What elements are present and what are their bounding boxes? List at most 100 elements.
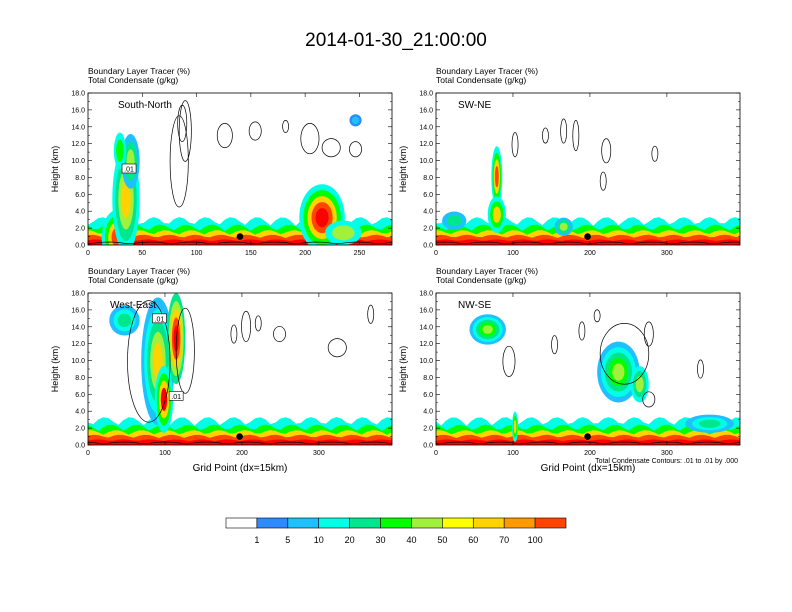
tracer-region xyxy=(116,139,124,162)
x-tick-label: 0 xyxy=(434,450,438,457)
condensate-contour xyxy=(230,324,238,344)
contour-label: .01 xyxy=(124,167,134,174)
colorbar-swatch xyxy=(256,517,289,529)
panel-label: NW-SE xyxy=(458,300,491,311)
colorbar-label: 10 xyxy=(314,535,324,545)
plot-field xyxy=(88,93,392,245)
y-tick-label: 8.0 xyxy=(423,175,433,182)
condensate-contour xyxy=(248,121,262,141)
condensate-contour xyxy=(502,345,516,377)
colorbar-label: 5 xyxy=(285,535,290,545)
y-tick-label: 6.0 xyxy=(423,392,433,399)
colorbar-swatch xyxy=(472,517,505,529)
condensate-contour xyxy=(327,338,347,358)
condensate-contour xyxy=(273,326,286,342)
condensate-contour xyxy=(511,132,519,158)
y-tick-label: 6.0 xyxy=(75,192,85,199)
contour-label-box xyxy=(168,391,184,401)
main-title: 2014-01-30_21:00:00 xyxy=(305,30,487,51)
condensate-contour xyxy=(321,138,341,158)
contour-label-box xyxy=(152,313,167,324)
condensate-contour xyxy=(127,300,171,423)
y-axis-label: Height (km) xyxy=(50,146,60,193)
x-axis-label: Grid Point (dx=15km) xyxy=(193,463,288,474)
tracer-region xyxy=(332,225,355,241)
colorbar-label: 1 xyxy=(254,535,259,545)
condensate-contour xyxy=(643,321,654,347)
x-tick-label: 300 xyxy=(661,450,673,457)
condensate-contour xyxy=(300,123,320,155)
x-tick-label: 50 xyxy=(138,250,146,257)
y-tick-label: 14.0 xyxy=(419,324,433,331)
y-tick-label: 18.0 xyxy=(419,91,433,98)
colorbar-swatch xyxy=(442,517,474,529)
x-tick-label: 100 xyxy=(507,450,519,457)
x-tick-label: 100 xyxy=(159,450,171,457)
condensate-contour xyxy=(169,115,189,208)
contour-footnote: Total Condensate Contours: .01 to .01 by… xyxy=(595,458,738,465)
x-tick-label: 0 xyxy=(86,450,90,457)
tracer-region xyxy=(513,420,517,434)
contour-label-box xyxy=(121,163,137,174)
colorbar-label: 20 xyxy=(345,535,355,545)
condensate-contour xyxy=(177,104,188,142)
y-tick-label: 2.0 xyxy=(423,426,433,433)
y-tick-label: 4.0 xyxy=(75,209,85,216)
condensate-contour xyxy=(542,127,549,144)
x-tick-label: 0 xyxy=(434,250,438,257)
condensate-contour xyxy=(560,118,568,144)
colorbar-swatch xyxy=(225,517,258,529)
tracer-region xyxy=(315,208,329,228)
y-tick-label: 8.0 xyxy=(75,175,85,182)
x-tick-label: 100 xyxy=(507,250,519,257)
colorbar-label: 100 xyxy=(528,535,543,545)
colorbar-swatch xyxy=(534,517,567,529)
y-axis-label: Height (km) xyxy=(398,146,408,193)
location-marker xyxy=(236,433,243,440)
location-marker xyxy=(584,233,591,240)
y-tick-label: 0.0 xyxy=(423,443,433,450)
condensate-contour xyxy=(178,100,192,162)
y-axis-label: Height (km) xyxy=(398,346,408,393)
tracer-region xyxy=(698,419,721,428)
y-tick-label: 18.0 xyxy=(71,91,85,98)
tracer-region xyxy=(482,325,493,334)
panel-title-line: Boundary Layer Tracer (%) xyxy=(436,66,538,76)
y-tick-label: 16.0 xyxy=(419,107,433,114)
y-tick-label: 0.0 xyxy=(423,243,433,250)
colorbar-swatch xyxy=(349,517,381,529)
y-tick-label: 16.0 xyxy=(419,307,433,314)
x-tick-label: 250 xyxy=(354,250,366,257)
y-tick-label: 0.0 xyxy=(75,243,85,250)
panel-title-line: Total Condensate (g/kg) xyxy=(436,75,526,85)
tracer-region xyxy=(492,206,501,223)
panel-label: South-North xyxy=(118,100,172,111)
condensate-contour xyxy=(367,304,375,324)
tracer-region xyxy=(446,215,462,227)
colorbar-swatch xyxy=(411,517,443,529)
colorbar-swatch xyxy=(287,517,320,529)
y-tick-label: 2.0 xyxy=(75,426,85,433)
tracer-region xyxy=(121,180,131,218)
y-tick-label: 18.0 xyxy=(71,291,85,298)
y-tick-label: 14.0 xyxy=(71,124,85,131)
y-tick-label: 10.0 xyxy=(419,158,433,165)
tracer-region xyxy=(612,363,625,381)
condensate-contour xyxy=(578,321,586,341)
tracer-region xyxy=(494,166,499,188)
plot-field xyxy=(88,293,392,445)
condensate-contour xyxy=(651,145,659,162)
y-tick-label: 12.0 xyxy=(71,141,85,148)
x-tick-label: 200 xyxy=(299,250,311,257)
panel-title-line: Boundary Layer Tracer (%) xyxy=(88,66,190,76)
panel-title-line: Total Condensate (g/kg) xyxy=(436,275,526,285)
x-tick-label: 150 xyxy=(245,250,257,257)
x-tick-label: 200 xyxy=(584,450,596,457)
y-tick-label: 0.0 xyxy=(75,443,85,450)
colorbar-swatch xyxy=(503,517,536,529)
x-tick-label: 300 xyxy=(313,450,325,457)
